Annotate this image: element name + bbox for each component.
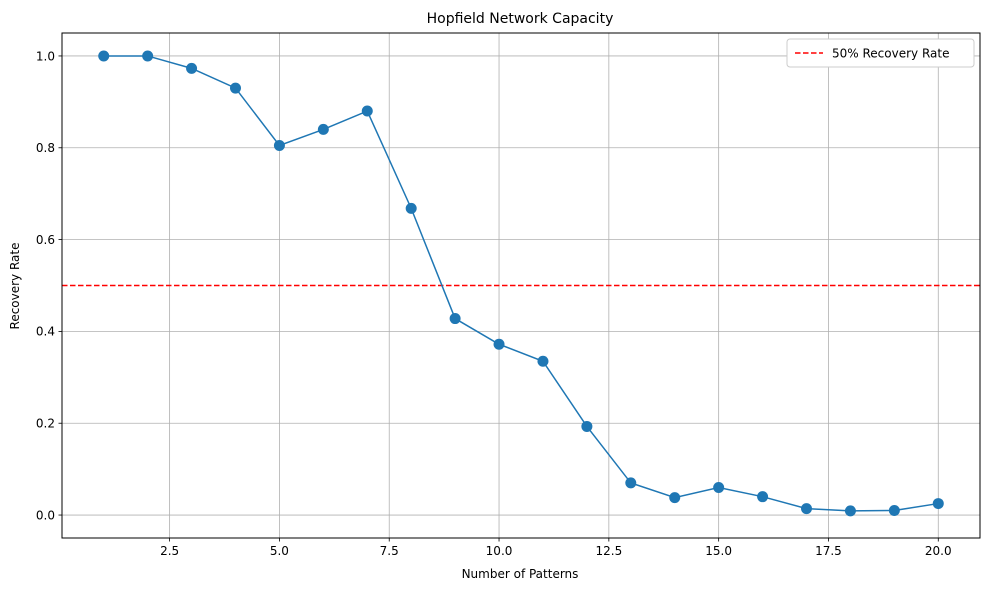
data-point: [932, 498, 944, 510]
y-tick-label: 1.0: [36, 49, 55, 63]
legend: 50% Recovery Rate: [786, 38, 975, 68]
y-axis-label: Recovery Rate: [8, 243, 22, 330]
x-tick-label: 2.5: [160, 544, 179, 558]
x-tick-label: 20.0: [925, 544, 952, 558]
data-point: [888, 504, 900, 516]
y-tick-label: 0.6: [36, 233, 55, 247]
legend-label: 50% Recovery Rate: [832, 47, 949, 61]
data-point: [625, 477, 637, 489]
data-point: [405, 202, 417, 214]
chart-title: Hopfield Network Capacity: [427, 11, 614, 27]
data-point: [142, 50, 154, 62]
x-tick-label: 7.5: [380, 544, 399, 558]
x-tick-label: 15.0: [705, 544, 732, 558]
x-tick-label: 17.5: [815, 544, 842, 558]
y-tick-label: 0.8: [36, 141, 55, 155]
data-point: [493, 338, 505, 350]
y-ticks: 0.0 0.2 0.4 0.6 0.8 1.0: [36, 49, 62, 522]
data-point: [801, 503, 813, 515]
legend-box: [786, 38, 975, 68]
x-tick-label: 5.0: [270, 544, 289, 558]
data-point: [581, 420, 593, 432]
plot-frame: [61, 32, 981, 539]
x-tick-label: 10.0: [486, 544, 513, 558]
data-point: [317, 123, 329, 135]
data-point: [229, 82, 241, 94]
y-tick-label: 0.0: [36, 508, 55, 522]
x-axis-label: Number of Patterns: [462, 567, 579, 581]
data-point: [713, 482, 725, 493]
data-point: [186, 62, 198, 74]
data-point: [361, 105, 373, 117]
x-tick-label: 12.5: [595, 544, 622, 558]
series-line: [103, 55, 939, 512]
x-ticks: 2.5 5.0 7.5 10.0 12.5 15.0 17.5 20.0: [160, 538, 952, 558]
data-point: [757, 491, 769, 503]
data-point: [669, 492, 681, 504]
data-point: [537, 355, 549, 367]
y-tick-label: 0.4: [36, 325, 55, 339]
data-point: [449, 313, 461, 325]
data-point: [273, 139, 285, 151]
data-point: [844, 505, 856, 517]
data-point: [98, 50, 110, 62]
series-group: [98, 50, 944, 517]
y-tick-label: 0.2: [36, 417, 55, 431]
